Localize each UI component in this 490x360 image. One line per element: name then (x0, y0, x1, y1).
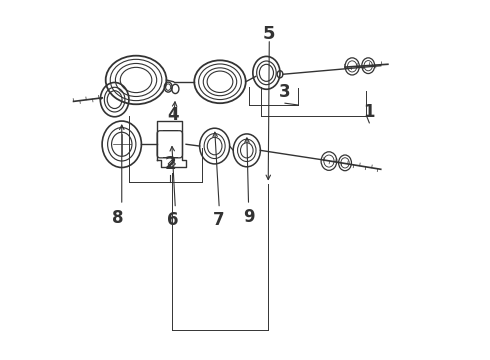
Text: 7: 7 (212, 211, 224, 229)
Text: 1: 1 (364, 103, 375, 121)
Text: 3: 3 (279, 84, 291, 102)
Text: 9: 9 (243, 208, 254, 226)
Text: 5: 5 (263, 24, 275, 42)
Text: 2: 2 (164, 155, 176, 173)
Text: 4: 4 (168, 105, 179, 123)
Text: 6: 6 (167, 211, 178, 229)
Text: 8: 8 (112, 208, 124, 226)
